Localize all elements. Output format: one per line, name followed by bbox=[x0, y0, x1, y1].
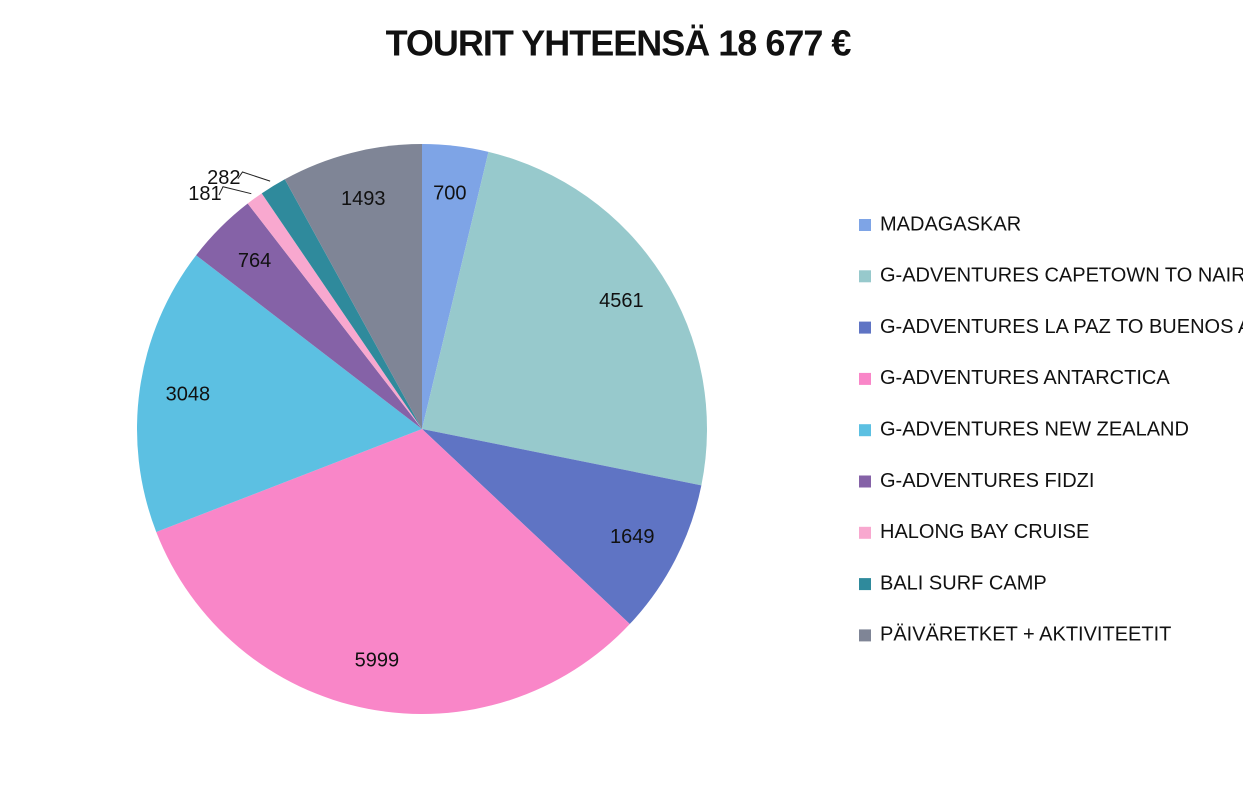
leader-line bbox=[237, 171, 271, 182]
legend-swatch bbox=[859, 270, 871, 283]
pie-slice bbox=[261, 179, 422, 429]
data-label: 1649 bbox=[610, 526, 655, 548]
data-label: 764 bbox=[238, 250, 271, 272]
data-label: 5999 bbox=[355, 649, 400, 671]
legend-label: PÄIVÄRETKET + AKTIVITEETIT bbox=[880, 624, 1171, 646]
legend-label: BALI SURF CAMP bbox=[880, 572, 1047, 594]
pie-slice bbox=[156, 429, 630, 714]
data-label: 282 bbox=[207, 167, 240, 189]
data-label: 4561 bbox=[599, 290, 644, 312]
legend-swatch bbox=[859, 629, 871, 642]
data-label: 700 bbox=[433, 182, 466, 204]
legend-label: G-ADVENTURES CAPETOWN TO NAIROBI bbox=[880, 265, 1243, 287]
data-label: 3048 bbox=[166, 384, 211, 406]
legend-swatch bbox=[859, 526, 871, 539]
legend-swatch bbox=[859, 424, 871, 437]
leader-line bbox=[218, 186, 252, 196]
legend-label: G-ADVENTURES NEW ZEALAND bbox=[880, 418, 1189, 440]
pie-slice bbox=[284, 144, 422, 429]
legend-label: G-ADVENTURES ANTARCTICA bbox=[880, 367, 1170, 389]
legend-swatch bbox=[859, 578, 871, 591]
legend-swatch bbox=[859, 372, 871, 385]
legend-label: MADAGASKAR bbox=[880, 213, 1021, 235]
data-label: 1493 bbox=[341, 188, 386, 210]
pie-slice bbox=[247, 193, 422, 429]
pie-slice bbox=[422, 144, 489, 429]
chart-title: TOURIT YHTEENSÄ 18 677 € bbox=[386, 23, 852, 64]
pie-slice bbox=[422, 429, 702, 625]
legend-label: G-ADVENTURES LA PAZ TO BUENOS AIRES bbox=[880, 316, 1243, 338]
data-label: 181 bbox=[188, 183, 221, 205]
legend-swatch bbox=[859, 219, 871, 231]
pie-slice bbox=[137, 255, 422, 532]
legend-swatch bbox=[859, 475, 871, 488]
legend-label: G-ADVENTURES FIDZI bbox=[880, 470, 1094, 492]
pie-slice bbox=[422, 151, 707, 486]
legend-swatch bbox=[859, 321, 871, 334]
legend-label: HALONG BAY CRUISE bbox=[880, 521, 1089, 543]
pie-slice bbox=[196, 203, 422, 429]
